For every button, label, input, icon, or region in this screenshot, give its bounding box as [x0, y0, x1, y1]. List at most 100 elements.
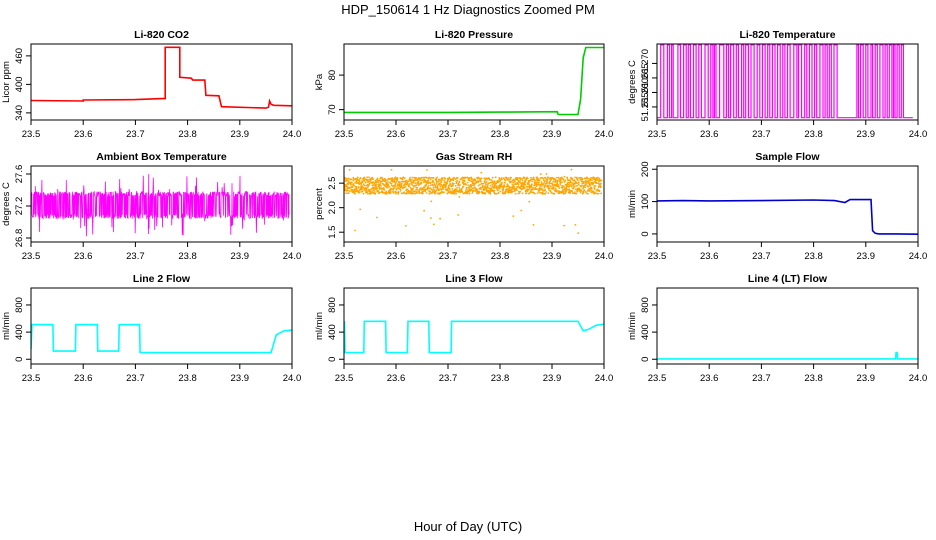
data-point	[547, 176, 550, 179]
data-point	[571, 178, 574, 180]
x-tick-label: 23.8	[491, 251, 510, 262]
data-point	[458, 180, 461, 183]
data-point	[468, 177, 471, 180]
data-point	[559, 184, 562, 186]
data-point	[455, 189, 457, 191]
data-point	[573, 179, 576, 182]
data-point	[410, 183, 413, 185]
data-point	[388, 186, 391, 188]
data-point	[553, 192, 556, 195]
data-point	[593, 188, 596, 190]
data-point	[347, 192, 350, 195]
x-tick-label: 23.6	[700, 251, 719, 262]
data-point	[590, 187, 593, 190]
data-point	[495, 185, 498, 187]
data-point	[502, 191, 504, 194]
data-point	[390, 168, 393, 171]
data-point	[555, 176, 558, 179]
data-point	[530, 185, 533, 188]
data-point	[533, 192, 536, 195]
data-point	[370, 178, 373, 181]
data-point	[570, 184, 573, 187]
data-point	[372, 181, 375, 183]
y-tick-label: 2.5	[327, 177, 338, 190]
data-point	[468, 191, 470, 193]
y-axis-label: ml/min	[627, 312, 638, 340]
data-point	[484, 182, 487, 184]
data-point	[532, 188, 534, 191]
y-axis-label: ml/min	[627, 190, 638, 218]
data-point	[423, 178, 426, 181]
data-point	[425, 192, 428, 194]
x-tick-label: 23.6	[74, 251, 93, 262]
data-point	[534, 179, 536, 182]
data-point	[548, 187, 551, 190]
data-point	[412, 181, 415, 184]
data-point	[367, 179, 370, 181]
x-tick-label: 24.0	[595, 129, 614, 140]
data-point	[570, 181, 573, 184]
data-point	[549, 185, 552, 188]
x-tick-label: 24.0	[595, 373, 614, 384]
data-point	[425, 176, 428, 179]
data-point	[517, 177, 519, 180]
data-point	[552, 186, 555, 189]
data-point	[352, 183, 355, 185]
data-point	[424, 190, 427, 193]
panel-2: Li-820 Pressure 23.5 23.6 23.7 23.8 23.9 24.0 7…	[314, 29, 613, 140]
data-point	[350, 184, 352, 186]
data-point	[395, 192, 397, 195]
x-tick-label: 24.0	[283, 373, 302, 384]
plot-frame	[656, 43, 919, 121]
data-point	[524, 183, 527, 186]
data-point	[446, 182, 448, 185]
data-point	[363, 184, 366, 187]
x-tick-label: 23.6	[700, 129, 719, 140]
data-point	[376, 177, 379, 180]
data-point	[490, 181, 493, 184]
data-point	[491, 180, 494, 182]
data-point	[439, 179, 442, 182]
data-point	[366, 176, 369, 179]
data-point	[528, 200, 531, 203]
plot-frame	[30, 287, 293, 365]
x-tick-label: 23.9	[543, 373, 562, 384]
x-tick-label: 23.7	[126, 373, 145, 384]
panel-title: Line 3 Flow	[445, 273, 503, 285]
y-axis-label: degrees C	[1, 182, 12, 226]
data-point	[584, 177, 586, 180]
data-point	[404, 186, 407, 188]
y-axis-label: ml/min	[1, 312, 12, 340]
x-tick-label: 23.8	[804, 129, 823, 140]
x-tick-label: 24.0	[909, 129, 928, 140]
data-point	[556, 180, 559, 182]
data-point	[500, 177, 503, 179]
data-point	[485, 183, 487, 186]
data-point	[584, 191, 587, 193]
data-point	[554, 179, 557, 182]
data-point	[432, 184, 434, 187]
y-tick-label: 460	[14, 48, 25, 64]
data-point	[434, 186, 437, 189]
x-tick-label: 23.5	[335, 373, 354, 384]
data-point	[585, 183, 587, 186]
x-tick-label: 23.7	[752, 373, 771, 384]
data-point	[508, 180, 511, 183]
data-point	[589, 184, 592, 186]
data-point	[536, 176, 539, 179]
data-point	[480, 177, 483, 180]
panel-4: Ambient Box Temperature 23.5 23.6 23.7 23.8 2…	[1, 151, 301, 262]
data-point	[456, 186, 458, 189]
data-point	[594, 192, 597, 195]
data-point	[548, 189, 550, 191]
data-point	[358, 191, 361, 194]
data-point	[351, 185, 354, 188]
data-point	[486, 184, 489, 187]
data-point	[397, 191, 400, 193]
data-point	[352, 179, 355, 182]
data-point	[541, 176, 544, 179]
data-point	[575, 185, 578, 187]
x-tick-label: 23.8	[491, 373, 510, 384]
data-point	[503, 184, 506, 186]
data-point	[459, 184, 461, 186]
